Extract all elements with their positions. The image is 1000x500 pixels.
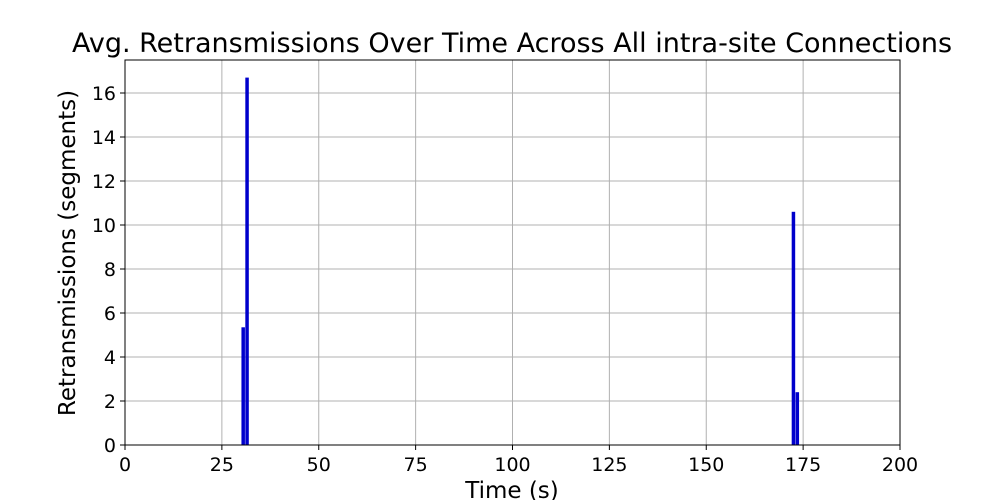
y-tick-label: 10 [92,215,116,237]
y-tick-label: 2 [104,391,116,413]
x-axis-label: Time (s) [464,478,559,500]
y-tick-label: 16 [92,83,116,105]
y-axis-label: Retransmissions (segments) [55,90,81,416]
x-axis-ticks: 0 25 50 75 100 125 150 175 200 [119,445,918,476]
bar [795,392,800,445]
y-axis-ticks: 0 2 4 6 8 10 12 14 16 [92,83,125,457]
y-tick-label: 12 [92,171,116,193]
x-tick-label: 75 [404,454,428,476]
y-tick-label: 14 [92,127,116,149]
y-tick-label: 4 [104,347,116,369]
x-tick-label: 50 [307,454,331,476]
bars [241,77,800,445]
y-tick-label: 0 [104,435,116,457]
x-tick-label: 0 [119,454,131,476]
x-tick-label: 150 [688,454,724,476]
x-tick-label: 200 [882,454,918,476]
bar [245,77,249,445]
x-tick-label: 175 [785,454,821,476]
bar [241,327,245,445]
y-tick-label: 6 [104,303,116,325]
bar [791,211,796,445]
y-tick-label: 8 [104,259,116,281]
x-tick-label: 25 [210,454,234,476]
x-tick-label: 125 [591,454,627,476]
chart-title: Avg. Retransmissions Over Time Across Al… [72,28,952,59]
grid-lines [124,60,901,446]
x-tick-label: 100 [494,454,530,476]
